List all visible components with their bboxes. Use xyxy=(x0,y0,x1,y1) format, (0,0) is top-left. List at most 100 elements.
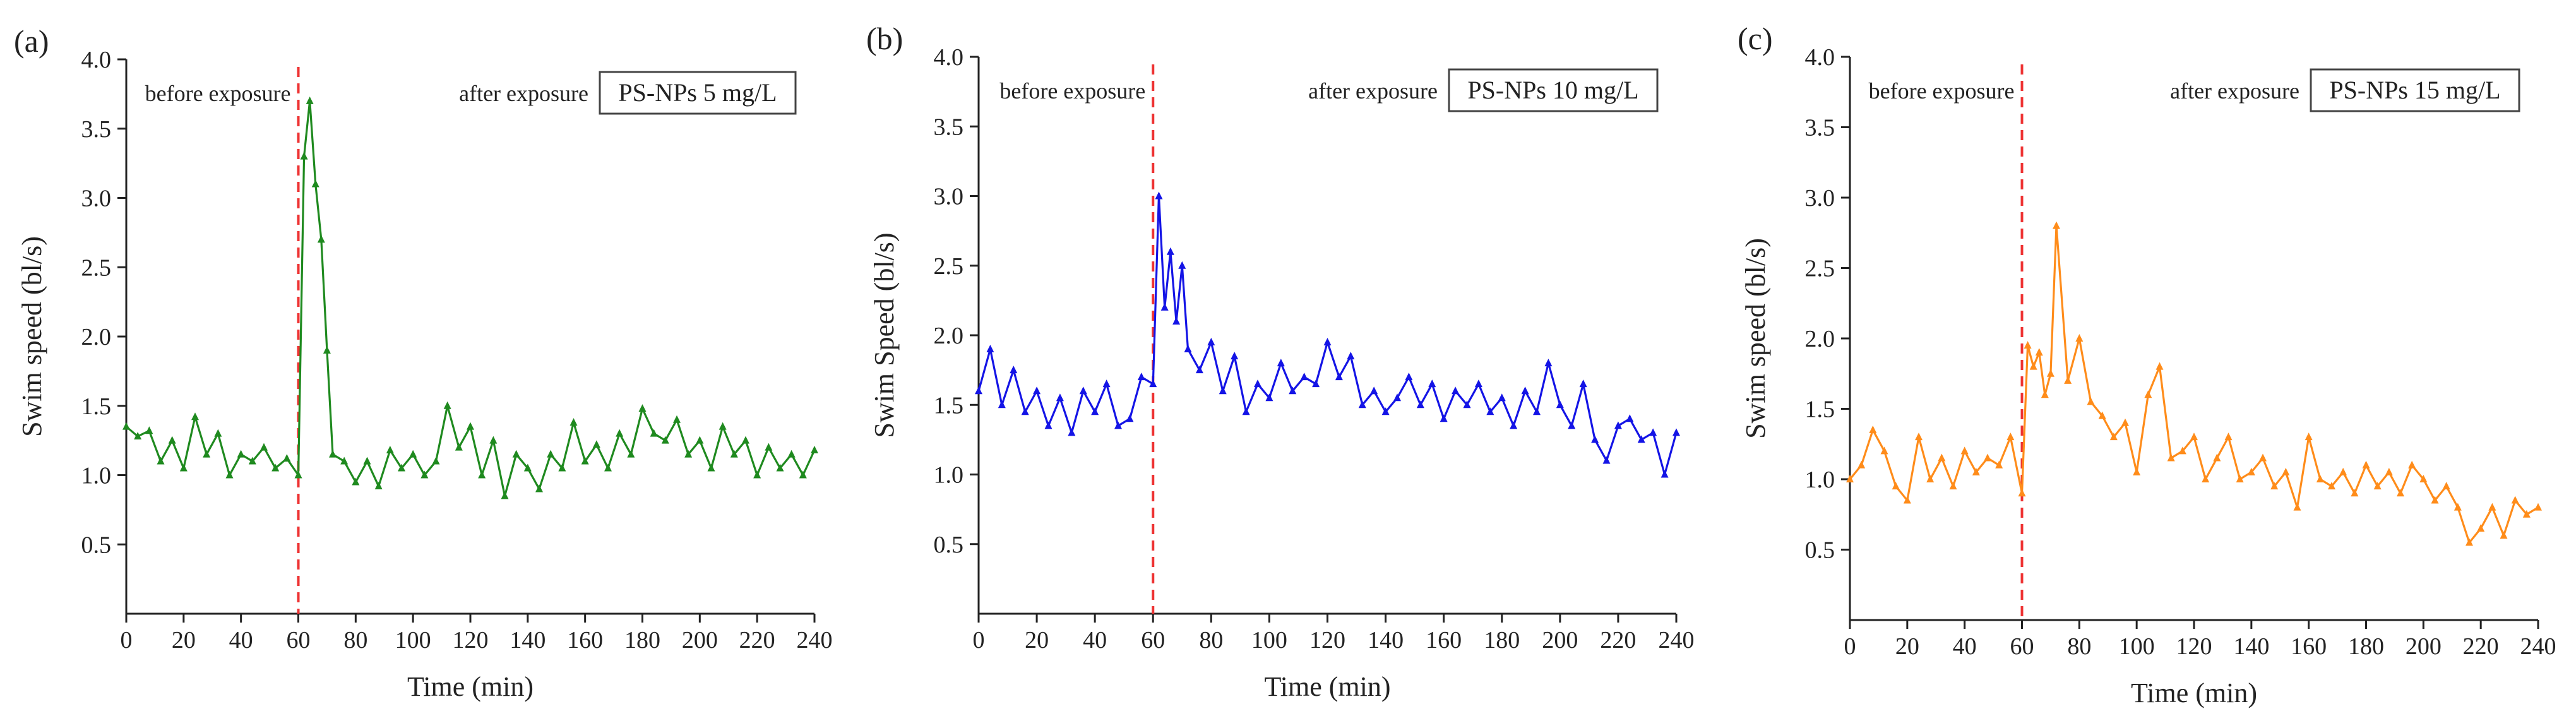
data-point xyxy=(707,463,715,472)
data-point xyxy=(1393,393,1401,402)
data-point xyxy=(719,422,727,430)
data-point xyxy=(2167,453,2175,462)
data-point xyxy=(1405,373,1413,381)
data-point xyxy=(1231,352,1239,360)
data-point xyxy=(1661,470,1669,478)
x-axis-title: Time (min) xyxy=(1264,671,1390,702)
data-point xyxy=(443,401,451,409)
data-point xyxy=(730,450,738,458)
data-point xyxy=(1591,435,1599,443)
data-point xyxy=(1428,379,1436,388)
x-tick-label: 180 xyxy=(1484,627,1520,653)
data-point xyxy=(1277,359,1285,367)
data-point xyxy=(386,445,394,453)
data-point xyxy=(799,470,807,479)
y-tick-label: 3.0 xyxy=(934,184,964,210)
data-point xyxy=(300,152,308,160)
data-point xyxy=(1335,373,1343,381)
x-tick-label: 60 xyxy=(1141,627,1165,653)
x-tick-label: 120 xyxy=(2176,633,2212,660)
y-tick-label: 1.5 xyxy=(934,392,964,419)
data-point xyxy=(1265,393,1273,402)
data-point xyxy=(616,429,624,437)
data-point xyxy=(134,432,142,440)
data-point xyxy=(1926,475,1935,482)
x-tick-label: 20 xyxy=(1895,633,1919,660)
data-point xyxy=(2454,503,2462,511)
data-point xyxy=(1846,475,1854,482)
data-point xyxy=(214,429,222,437)
y-tick-label: 4.0 xyxy=(1805,44,1835,71)
data-point xyxy=(1178,261,1186,269)
data-point xyxy=(1056,393,1064,402)
data-point xyxy=(1972,467,1980,475)
data-point xyxy=(2121,418,2129,426)
data-point xyxy=(1195,366,1203,374)
data-point xyxy=(191,412,199,421)
x-tick-label: 220 xyxy=(2463,633,2499,660)
x-tick-label: 100 xyxy=(1251,627,1287,653)
data-point xyxy=(168,436,176,444)
legend-label: PS-NPs 5 mg/L xyxy=(618,78,777,107)
panel-label: (b) xyxy=(866,21,903,56)
data-point xyxy=(2213,453,2221,462)
data-point xyxy=(1381,407,1390,415)
data-point xyxy=(398,463,405,472)
x-tick-label: 60 xyxy=(287,627,311,653)
data-point xyxy=(311,179,319,188)
data-point xyxy=(1068,428,1076,436)
y-tick-label: 1.5 xyxy=(1805,397,1835,423)
y-tick-label: 3.5 xyxy=(81,116,112,143)
data-point xyxy=(2522,510,2531,518)
panel-label: (a) xyxy=(14,23,49,59)
x-tick-label: 240 xyxy=(797,627,833,653)
data-point xyxy=(1556,400,1564,409)
y-tick-label: 4.0 xyxy=(81,47,112,73)
data-point xyxy=(765,443,773,451)
data-point xyxy=(1300,373,1308,381)
x-tick-label: 220 xyxy=(739,627,775,653)
data-point xyxy=(203,450,211,458)
data-point xyxy=(742,436,749,444)
data-point xyxy=(237,450,245,458)
series-line xyxy=(977,194,1678,476)
data-point xyxy=(1155,191,1163,200)
data-point xyxy=(2064,376,2072,384)
data-point xyxy=(225,470,234,479)
data-point xyxy=(673,415,681,423)
data-point xyxy=(145,426,153,434)
data-point xyxy=(1637,435,1645,443)
data-point xyxy=(1289,386,1297,395)
x-tick-label: 80 xyxy=(2067,633,2091,660)
data-point xyxy=(1370,386,1378,395)
data-point xyxy=(1079,386,1087,395)
data-point xyxy=(512,450,520,458)
data-point xyxy=(1486,407,1494,415)
data-point xyxy=(363,456,371,465)
x-tick-label: 80 xyxy=(343,627,367,653)
x-tick-label: 0 xyxy=(121,627,133,653)
x-tick-label: 40 xyxy=(229,627,253,653)
annotation-after: after exposure xyxy=(2170,78,2299,104)
data-point xyxy=(1219,386,1227,395)
x-tick-label: 40 xyxy=(1083,627,1107,653)
y-tick-label: 4.0 xyxy=(934,44,964,71)
data-point xyxy=(2075,334,2084,342)
data-point xyxy=(558,463,566,472)
data-point xyxy=(2144,390,2152,398)
x-tick-label: 200 xyxy=(2406,633,2442,660)
data-point xyxy=(547,450,555,458)
y-axis-title: Swim speed (bl/s) xyxy=(1740,238,1771,439)
y-tick-label: 1.0 xyxy=(81,463,112,489)
data-point xyxy=(2029,362,2037,370)
data-point xyxy=(294,470,302,479)
data-point xyxy=(523,463,532,472)
data-point xyxy=(2488,503,2496,511)
x-tick-label: 160 xyxy=(567,627,603,653)
x-tick-label: 140 xyxy=(2233,633,2269,660)
data-point xyxy=(1649,428,1657,436)
y-axis-title: Swim Speed (bl/s) xyxy=(869,232,900,438)
data-point xyxy=(1880,446,1888,455)
data-point xyxy=(2224,433,2233,441)
